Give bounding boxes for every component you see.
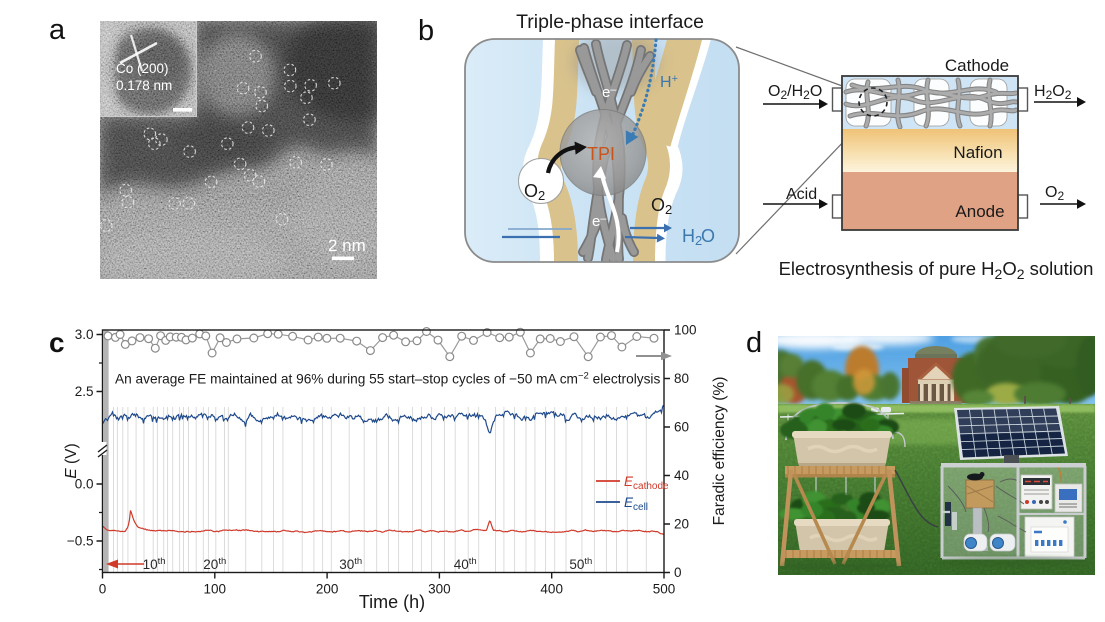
svg-text:20: 20 <box>674 517 689 532</box>
svg-text:60: 60 <box>674 420 689 435</box>
svg-text:Anode: Anode <box>955 202 1004 221</box>
svg-text:Cathode: Cathode <box>945 56 1009 75</box>
svg-text:H2: H2 <box>682 226 702 248</box>
svg-text:O2/H2O: O2/H2O <box>768 83 822 102</box>
svg-text:O2: O2 <box>524 181 545 203</box>
svg-text:O: O <box>701 226 715 246</box>
svg-text:400: 400 <box>540 582 563 597</box>
svg-text:H2O2: H2O2 <box>1034 83 1072 102</box>
svg-text:Faradic efficiency (%): Faradic efficiency (%) <box>711 377 728 526</box>
svg-text:Time (h): Time (h) <box>359 592 425 612</box>
svg-text:O2: O2 <box>1045 184 1064 203</box>
svg-text:Ecathode: Ecathode <box>624 474 669 492</box>
svg-text:0: 0 <box>674 565 682 580</box>
svg-text:Ecell: Ecell <box>624 495 648 513</box>
svg-text:80: 80 <box>674 371 689 386</box>
svg-text:40th: 40th <box>454 556 477 572</box>
svg-text:2.5: 2.5 <box>75 384 94 399</box>
svg-text:O2: O2 <box>651 195 672 217</box>
svg-text:100: 100 <box>204 582 227 597</box>
svg-text:40: 40 <box>674 468 689 483</box>
svg-text:An average FE maintained at 96: An average FE maintained at 96% during 5… <box>115 371 660 387</box>
svg-text:Electrosynthesis of pure H2O2: Electrosynthesis of pure H2O2 solution <box>779 258 1094 282</box>
svg-text:0: 0 <box>99 582 107 597</box>
svg-text:0.0: 0.0 <box>75 477 94 492</box>
svg-text:E (V): E (V) <box>63 443 80 478</box>
svg-text:−0.5: −0.5 <box>67 534 94 549</box>
svg-text:TPI: TPI <box>587 144 615 164</box>
svg-text:Acid: Acid <box>786 186 817 203</box>
svg-text:50th: 50th <box>569 556 592 572</box>
svg-text:Nafion: Nafion <box>953 143 1002 162</box>
svg-text:30th: 30th <box>339 556 362 572</box>
svg-text:Co (200): Co (200) <box>116 61 169 76</box>
svg-text:20th: 20th <box>203 556 226 572</box>
svg-text:2 nm: 2 nm <box>328 236 366 255</box>
svg-text:200: 200 <box>316 582 339 597</box>
svg-text:Triple-phase interface: Triple-phase interface <box>516 11 704 33</box>
svg-text:3.0: 3.0 <box>75 327 94 342</box>
svg-text:0.178 nm: 0.178 nm <box>116 78 172 93</box>
svg-text:500: 500 <box>653 582 676 597</box>
svg-text:300: 300 <box>428 582 451 597</box>
svg-text:100: 100 <box>674 323 697 338</box>
svg-text:10th: 10th <box>143 556 166 572</box>
